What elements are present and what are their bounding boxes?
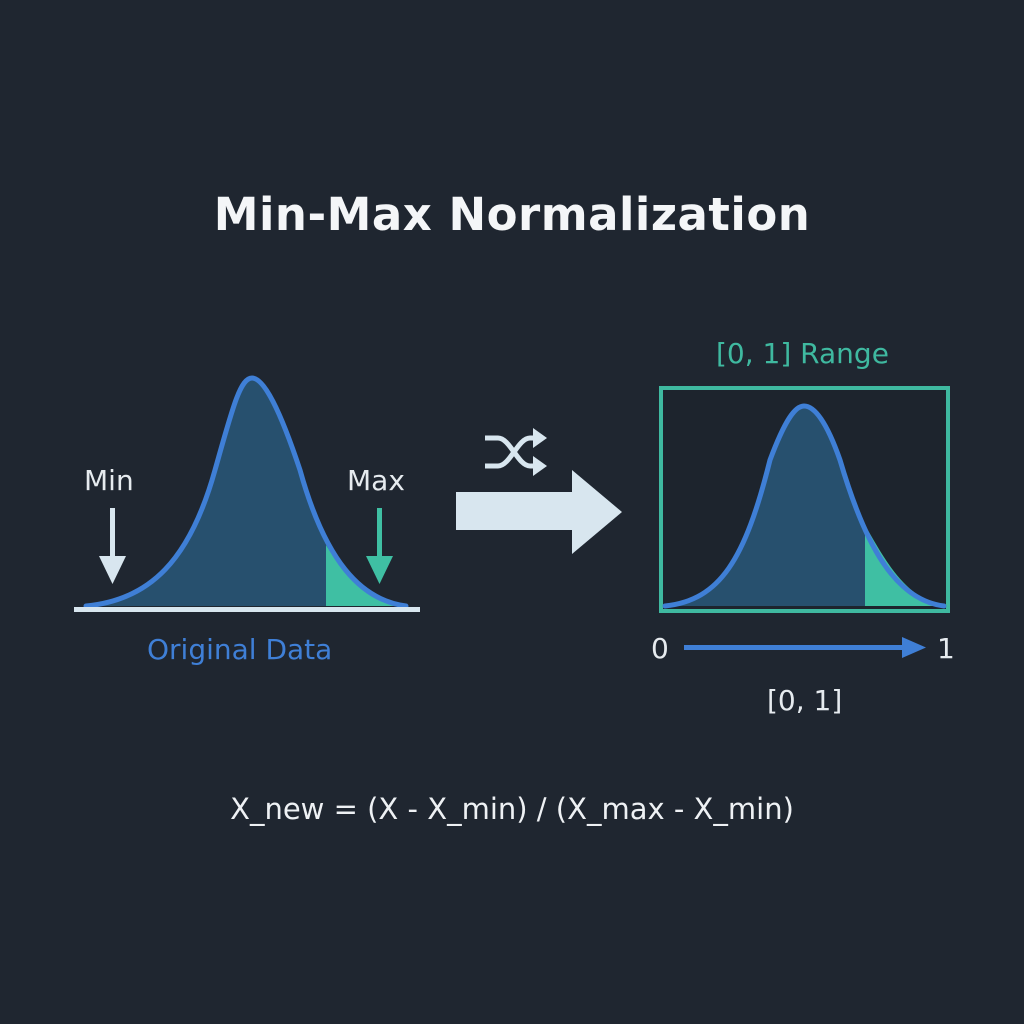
original-curve (83, 375, 409, 609)
original-distribution-chart (74, 375, 420, 612)
range-label: [0, 1] Range (716, 337, 889, 370)
range-caption: [0, 1] (767, 684, 843, 717)
max-label: Max (347, 464, 405, 497)
max-arrow-icon (366, 508, 393, 584)
page-title: Min-Max Normalization (213, 188, 811, 241)
normalized-curve (662, 403, 947, 609)
min-label: Min (84, 464, 134, 497)
min-arrow-icon (99, 508, 126, 584)
original-tail-fill (326, 545, 406, 606)
formula: X_new = (X - X_min) / (X_max - X_min) (230, 792, 794, 826)
normalized-distribution-chart (659, 386, 950, 658)
right-arrow-icon (456, 470, 622, 554)
original-data-caption: Original Data (147, 633, 333, 666)
axis-end-label: 1 (937, 632, 955, 665)
axis-arrow-icon (684, 637, 926, 658)
normalized-tail-fill (865, 525, 944, 606)
axis-start-label: 0 (651, 632, 669, 665)
original-curve-fill (86, 378, 326, 606)
shuffle-icon (485, 428, 547, 476)
normalized-curve-fill (665, 406, 865, 606)
original-baseline (74, 607, 420, 612)
